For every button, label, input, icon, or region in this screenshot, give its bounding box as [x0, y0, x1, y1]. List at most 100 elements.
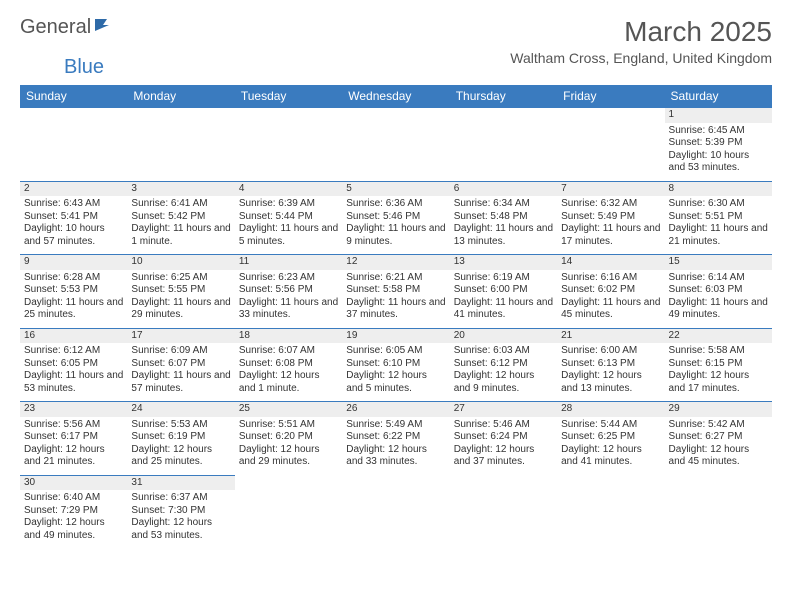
- daylight-text: Daylight: 12 hours and 49 minutes.: [24, 517, 123, 542]
- sunrise-text: Sunrise: 5:53 AM: [131, 419, 230, 432]
- day-content-cell: Sunrise: 5:53 AMSunset: 6:19 PMDaylight:…: [127, 417, 234, 476]
- daylight-text: Daylight: 11 hours and 1 minute.: [131, 223, 230, 248]
- col-tue: Tuesday: [235, 85, 342, 108]
- day-number-cell: [450, 108, 557, 123]
- day-content-cell: [557, 490, 664, 548]
- sunrise-text: Sunrise: 6:09 AM: [131, 345, 230, 358]
- day-number-cell: 2: [20, 181, 127, 196]
- sunrise-text: Sunrise: 6:43 AM: [24, 198, 123, 211]
- sunrise-text: Sunrise: 6:45 AM: [669, 125, 768, 138]
- col-sun: Sunday: [20, 85, 127, 108]
- sunset-text: Sunset: 6:17 PM: [24, 431, 123, 444]
- day-number-cell: 16: [20, 328, 127, 343]
- day-content-cell: Sunrise: 6:16 AMSunset: 6:02 PMDaylight:…: [557, 270, 664, 329]
- daylight-text: Daylight: 12 hours and 21 minutes.: [24, 444, 123, 469]
- sunset-text: Sunset: 5:44 PM: [239, 211, 338, 224]
- col-fri: Friday: [557, 85, 664, 108]
- day-number-cell: 15: [665, 255, 772, 270]
- daylight-text: Daylight: 12 hours and 37 minutes.: [454, 444, 553, 469]
- day-number: 2: [24, 183, 30, 194]
- daynum-row: 23242526272829: [20, 402, 772, 417]
- sunrise-text: Sunrise: 5:56 AM: [24, 419, 123, 432]
- sunrise-text: Sunrise: 6:23 AM: [239, 272, 338, 285]
- daylight-text: Daylight: 12 hours and 41 minutes.: [561, 444, 660, 469]
- sunset-text: Sunset: 6:25 PM: [561, 431, 660, 444]
- header-row: Sunday Monday Tuesday Wednesday Thursday…: [20, 85, 772, 108]
- logo-text-1: General: [20, 16, 91, 39]
- day-number-cell: 10: [127, 255, 234, 270]
- day-number-cell: 29: [665, 402, 772, 417]
- day-content-cell: Sunrise: 6:36 AMSunset: 5:46 PMDaylight:…: [342, 196, 449, 255]
- day-content-cell: Sunrise: 6:00 AMSunset: 6:13 PMDaylight:…: [557, 343, 664, 402]
- day-number: 17: [131, 330, 142, 341]
- day-content-cell: Sunrise: 6:14 AMSunset: 6:03 PMDaylight:…: [665, 270, 772, 329]
- day-content-cell: Sunrise: 6:19 AMSunset: 6:00 PMDaylight:…: [450, 270, 557, 329]
- day-content-cell: [20, 123, 127, 182]
- sunset-text: Sunset: 6:00 PM: [454, 284, 553, 297]
- day-content-cell: Sunrise: 6:39 AMSunset: 5:44 PMDaylight:…: [235, 196, 342, 255]
- sunset-text: Sunset: 5:53 PM: [24, 284, 123, 297]
- content-row: Sunrise: 6:45 AMSunset: 5:39 PMDaylight:…: [20, 123, 772, 182]
- sunset-text: Sunset: 5:39 PM: [669, 137, 768, 150]
- daylight-text: Daylight: 11 hours and 37 minutes.: [346, 297, 445, 322]
- day-content-cell: Sunrise: 6:32 AMSunset: 5:49 PMDaylight:…: [557, 196, 664, 255]
- day-number: 3: [131, 183, 137, 194]
- sunrise-text: Sunrise: 6:28 AM: [24, 272, 123, 285]
- day-number: 6: [454, 183, 460, 194]
- day-content-cell: Sunrise: 6:05 AMSunset: 6:10 PMDaylight:…: [342, 343, 449, 402]
- content-row: Sunrise: 6:12 AMSunset: 6:05 PMDaylight:…: [20, 343, 772, 402]
- day-number-cell: 6: [450, 181, 557, 196]
- day-content-cell: Sunrise: 6:09 AMSunset: 6:07 PMDaylight:…: [127, 343, 234, 402]
- day-content-cell: Sunrise: 6:12 AMSunset: 6:05 PMDaylight:…: [20, 343, 127, 402]
- day-number: 30: [24, 477, 35, 488]
- day-number-cell: [235, 108, 342, 123]
- day-number-cell: 7: [557, 181, 664, 196]
- sunset-text: Sunset: 6:13 PM: [561, 358, 660, 371]
- day-content-cell: [342, 123, 449, 182]
- day-number: 26: [346, 403, 357, 414]
- sunrise-text: Sunrise: 6:12 AM: [24, 345, 123, 358]
- daylight-text: Daylight: 11 hours and 29 minutes.: [131, 297, 230, 322]
- day-number-cell: 26: [342, 402, 449, 417]
- col-thu: Thursday: [450, 85, 557, 108]
- daylight-text: Daylight: 12 hours and 29 minutes.: [239, 444, 338, 469]
- sunrise-text: Sunrise: 6:39 AM: [239, 198, 338, 211]
- day-content-cell: Sunrise: 5:44 AMSunset: 6:25 PMDaylight:…: [557, 417, 664, 476]
- sunrise-text: Sunrise: 5:42 AM: [669, 419, 768, 432]
- day-number: 28: [561, 403, 572, 414]
- daynum-row: 16171819202122: [20, 328, 772, 343]
- daylight-text: Daylight: 10 hours and 57 minutes.: [24, 223, 123, 248]
- daylight-text: Daylight: 11 hours and 45 minutes.: [561, 297, 660, 322]
- day-content-cell: Sunrise: 5:56 AMSunset: 6:17 PMDaylight:…: [20, 417, 127, 476]
- day-number-cell: 9: [20, 255, 127, 270]
- day-number-cell: [342, 108, 449, 123]
- day-content-cell: Sunrise: 6:40 AMSunset: 7:29 PMDaylight:…: [20, 490, 127, 548]
- content-row: Sunrise: 6:43 AMSunset: 5:41 PMDaylight:…: [20, 196, 772, 255]
- sunset-text: Sunset: 6:19 PM: [131, 431, 230, 444]
- sunrise-text: Sunrise: 6:21 AM: [346, 272, 445, 285]
- day-number: 10: [131, 256, 142, 267]
- daylight-text: Daylight: 11 hours and 17 minutes.: [561, 223, 660, 248]
- logo: General: [20, 16, 117, 39]
- daylight-text: Daylight: 11 hours and 57 minutes.: [131, 370, 230, 395]
- day-number-cell: 20: [450, 328, 557, 343]
- day-content-cell: [665, 490, 772, 548]
- sunset-text: Sunset: 5:56 PM: [239, 284, 338, 297]
- day-number: 15: [669, 256, 680, 267]
- day-number-cell: 14: [557, 255, 664, 270]
- sunset-text: Sunset: 5:42 PM: [131, 211, 230, 224]
- sunset-text: Sunset: 6:15 PM: [669, 358, 768, 371]
- month-title: March 2025: [510, 16, 772, 48]
- day-number-cell: 4: [235, 181, 342, 196]
- day-content-cell: Sunrise: 6:03 AMSunset: 6:12 PMDaylight:…: [450, 343, 557, 402]
- daynum-row: 1: [20, 108, 772, 123]
- sunset-text: Sunset: 6:20 PM: [239, 431, 338, 444]
- daylight-text: Daylight: 12 hours and 45 minutes.: [669, 444, 768, 469]
- sunrise-text: Sunrise: 6:34 AM: [454, 198, 553, 211]
- day-content-cell: [235, 123, 342, 182]
- content-row: Sunrise: 6:40 AMSunset: 7:29 PMDaylight:…: [20, 490, 772, 548]
- sunset-text: Sunset: 5:48 PM: [454, 211, 553, 224]
- daylight-text: Daylight: 11 hours and 13 minutes.: [454, 223, 553, 248]
- day-number-cell: 1: [665, 108, 772, 123]
- day-number-cell: [235, 475, 342, 490]
